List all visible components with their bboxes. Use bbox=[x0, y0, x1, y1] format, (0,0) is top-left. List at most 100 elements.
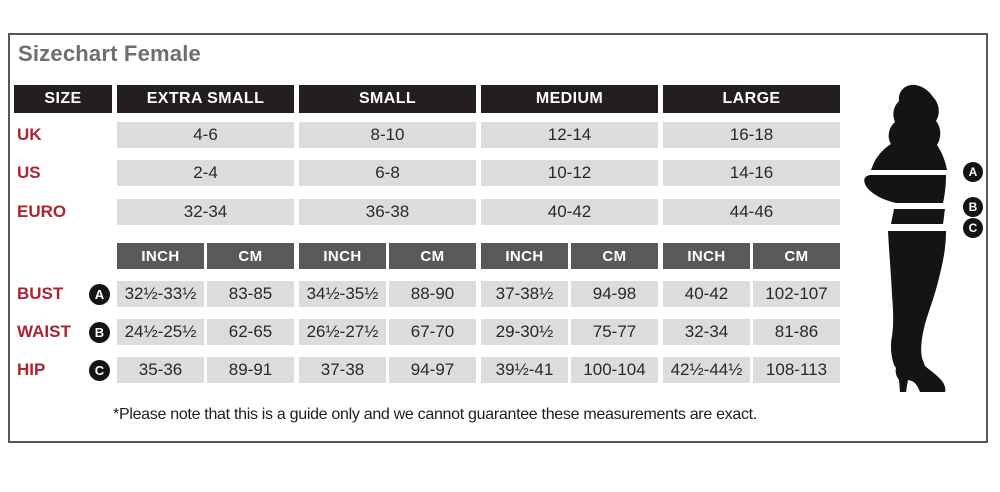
hip-l-inch-value: 42½-44½ bbox=[663, 357, 750, 383]
bust-xs-inch-value: 32½-33½ bbox=[117, 281, 204, 307]
hip-extra-small: 35-36 89-91 bbox=[117, 357, 294, 383]
bust-small: 34½-35½ 88-90 bbox=[299, 281, 476, 307]
waist-small: 26½-27½ 67-70 bbox=[299, 319, 476, 345]
unit-row-spacer bbox=[14, 243, 112, 269]
figure-legs-section bbox=[888, 231, 946, 392]
hip-medium: 39½-41 100-104 bbox=[481, 357, 658, 383]
waist-large: 32-34 81-86 bbox=[663, 319, 840, 345]
figure-marker-a-circle bbox=[963, 162, 983, 182]
hip-small: 37-38 94-97 bbox=[299, 357, 476, 383]
bust-m-cm-value: 94-98 bbox=[571, 281, 658, 307]
row-label-text: WAIST bbox=[17, 322, 71, 341]
unit-group-extra-small: INCH CM bbox=[117, 243, 294, 269]
female-figure-icon: A B C bbox=[864, 84, 983, 392]
uk-medium-value: 12-14 bbox=[481, 122, 658, 148]
row-label-text: US bbox=[17, 163, 41, 182]
row-label-text: HIP bbox=[17, 360, 46, 379]
row-label-text: BUST bbox=[17, 284, 64, 303]
hip-s-cm-value: 94-97 bbox=[389, 357, 476, 383]
bust-s-cm-value: 88-90 bbox=[389, 281, 476, 307]
waist-row: WAIST B 24½-25½ 62-65 26½-27½ 67-70 29-3… bbox=[14, 319, 840, 345]
bust-l-inch-value: 40-42 bbox=[663, 281, 750, 307]
hip-s-inch-value: 37-38 bbox=[299, 357, 386, 383]
us-medium-value: 10-12 bbox=[481, 160, 658, 186]
uk-extra-small-value: 4-6 bbox=[117, 122, 294, 148]
marker-b-badge: B bbox=[89, 321, 110, 343]
cm-header: CM bbox=[753, 243, 840, 269]
euro-row: EURO 32-34 36-38 40-42 44-46 bbox=[14, 199, 840, 225]
figure-marker-c-circle bbox=[963, 218, 983, 238]
us-small-value: 6-8 bbox=[299, 160, 476, 186]
bust-extra-small: 32½-33½ 83-85 bbox=[117, 281, 294, 307]
waist-s-cm-value: 67-70 bbox=[389, 319, 476, 345]
column-header-medium: MEDIUM bbox=[481, 85, 658, 113]
waist-xs-inch-value: 24½-25½ bbox=[117, 319, 204, 345]
hip-xs-inch-value: 35-36 bbox=[117, 357, 204, 383]
hip-row: HIP C 35-36 89-91 37-38 94-97 39½-41 100… bbox=[14, 357, 840, 383]
figure-head-section bbox=[871, 84, 947, 170]
euro-extra-small-value: 32-34 bbox=[117, 199, 294, 225]
unit-group-medium: INCH CM bbox=[481, 243, 658, 269]
euro-medium-value: 40-42 bbox=[481, 199, 658, 225]
sizechart-panel: Sizechart Female SIZE EXTRA SMALL SMALL … bbox=[8, 33, 988, 443]
marker-a-badge: A bbox=[89, 283, 110, 305]
cm-header: CM bbox=[571, 243, 658, 269]
row-label-hip: HIP C bbox=[14, 357, 112, 383]
uk-large-value: 16-18 bbox=[663, 122, 840, 148]
unit-group-small: INCH CM bbox=[299, 243, 476, 269]
disclaimer-note: *Please note that this is a guide only a… bbox=[113, 406, 757, 423]
figure-chest-section bbox=[864, 175, 946, 203]
marker-c-badge: C bbox=[89, 359, 110, 381]
row-label-euro: EURO bbox=[14, 199, 112, 225]
size-header-row: SIZE EXTRA SMALL SMALL MEDIUM LARGE bbox=[14, 85, 840, 113]
hip-l-cm-value: 108-113 bbox=[753, 357, 840, 383]
bust-s-inch-value: 34½-35½ bbox=[299, 281, 386, 307]
row-label-waist: WAIST B bbox=[14, 319, 112, 345]
waist-l-cm-value: 81-86 bbox=[753, 319, 840, 345]
figure-marker-b-circle bbox=[963, 197, 983, 217]
page-title: Sizechart Female bbox=[18, 41, 201, 66]
bust-m-inch-value: 37-38½ bbox=[481, 281, 568, 307]
row-label-text: EURO bbox=[17, 202, 67, 221]
row-label-bust: BUST A bbox=[14, 281, 112, 307]
waist-extra-small: 24½-25½ 62-65 bbox=[117, 319, 294, 345]
euro-small-value: 36-38 bbox=[299, 199, 476, 225]
row-label-text: UK bbox=[17, 125, 42, 144]
bust-medium: 37-38½ 94-98 bbox=[481, 281, 658, 307]
inch-header: INCH bbox=[481, 243, 568, 269]
waist-medium: 29-30½ 75-77 bbox=[481, 319, 658, 345]
figure-waist-section bbox=[891, 209, 945, 224]
waist-l-inch-value: 32-34 bbox=[663, 319, 750, 345]
bust-row: BUST A 32½-33½ 83-85 34½-35½ 88-90 37-38… bbox=[14, 281, 840, 307]
inch-header: INCH bbox=[299, 243, 386, 269]
euro-large-value: 44-46 bbox=[663, 199, 840, 225]
figure-marker-a-label: A bbox=[969, 165, 978, 179]
hip-m-inch-value: 39½-41 bbox=[481, 357, 568, 383]
inch-header: INCH bbox=[117, 243, 204, 269]
inch-header: INCH bbox=[663, 243, 750, 269]
size-column-header: SIZE bbox=[14, 85, 112, 113]
waist-xs-cm-value: 62-65 bbox=[207, 319, 294, 345]
uk-small-value: 8-10 bbox=[299, 122, 476, 148]
cm-header: CM bbox=[207, 243, 294, 269]
unit-header-row: INCH CM INCH CM INCH CM INCH CM bbox=[14, 243, 840, 269]
waist-s-inch-value: 26½-27½ bbox=[299, 319, 386, 345]
column-header-large: LARGE bbox=[663, 85, 840, 113]
bust-xs-cm-value: 83-85 bbox=[207, 281, 294, 307]
us-extra-small-value: 2-4 bbox=[117, 160, 294, 186]
us-large-value: 14-16 bbox=[663, 160, 840, 186]
bust-l-cm-value: 102-107 bbox=[753, 281, 840, 307]
cm-header: CM bbox=[389, 243, 476, 269]
uk-row: UK 4-6 8-10 12-14 16-18 bbox=[14, 122, 840, 148]
hip-large: 42½-44½ 108-113 bbox=[663, 357, 840, 383]
bust-large: 40-42 102-107 bbox=[663, 281, 840, 307]
row-label-uk: UK bbox=[14, 122, 112, 148]
figure-marker-c-label: C bbox=[969, 221, 978, 235]
column-header-small: SMALL bbox=[299, 85, 476, 113]
us-row: US 2-4 6-8 10-12 14-16 bbox=[14, 160, 840, 186]
figure-marker-b-label: B bbox=[969, 200, 978, 214]
waist-m-inch-value: 29-30½ bbox=[481, 319, 568, 345]
column-header-extra-small: EXTRA SMALL bbox=[117, 85, 294, 113]
waist-m-cm-value: 75-77 bbox=[571, 319, 658, 345]
row-label-us: US bbox=[14, 160, 112, 186]
